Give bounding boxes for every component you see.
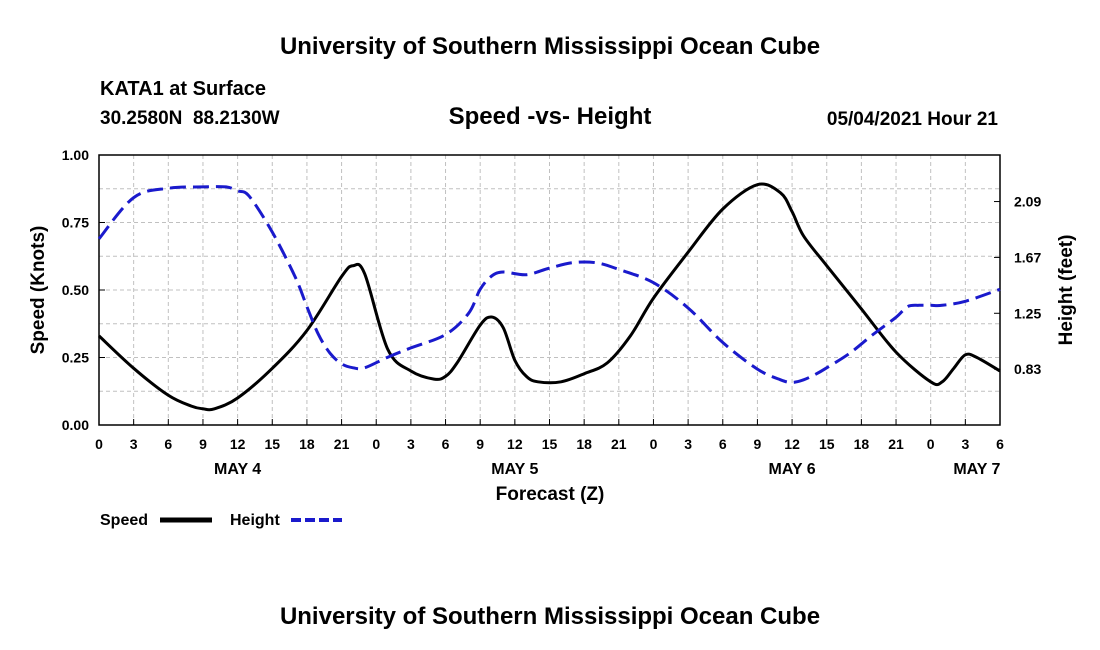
x-tick-label: 21 [611, 436, 627, 452]
speed-series-line [97, 182, 1001, 412]
x-tick-label: 0 [95, 436, 103, 452]
x-tick-label: 0 [650, 436, 658, 452]
y-right-tick-label: 1.25 [1014, 305, 1041, 321]
x-tick-label: 12 [507, 436, 523, 452]
x-tick-label: 18 [576, 436, 592, 452]
x-tick-label: 3 [961, 436, 969, 452]
x-tick-label: 21 [334, 436, 350, 452]
x-tick-label: 21 [888, 436, 904, 452]
x-tick-label: 3 [407, 436, 415, 452]
x-tick-label: 3 [130, 436, 138, 452]
y-left-tick-label: 0.75 [62, 215, 89, 231]
y-left-axis-title: Speed (Knots) [28, 226, 49, 355]
x-tick-label: 9 [754, 436, 762, 452]
x-tick-label: 0 [372, 436, 380, 452]
station-label: KATA1 at Surface [100, 78, 266, 100]
y-right-tick-label: 0.83 [1014, 361, 1041, 377]
y-left-tick-label: 0.00 [62, 417, 89, 433]
x-tick-label: 3 [684, 436, 692, 452]
x-tick-label: 6 [164, 436, 172, 452]
y-right-axis-title: Height (feet) [1056, 235, 1077, 346]
x-tick-label: 15 [542, 436, 558, 452]
y-right-tick-label: 1.67 [1014, 249, 1041, 265]
day-label: MAY 5 [491, 461, 538, 478]
chart-title: Speed -vs- Height [449, 103, 652, 130]
legend-speed-label: Speed [100, 512, 148, 529]
x-tick-label: 12 [784, 436, 800, 452]
day-label: MAY 4 [214, 461, 261, 478]
x-tick-label: 6 [442, 436, 450, 452]
x-tick-label: 0 [927, 436, 935, 452]
legend-height-label: Height [230, 512, 280, 529]
height-series-line [97, 185, 1001, 384]
x-tick-label: 15 [819, 436, 835, 452]
y-right-tick-label: 2.09 [1014, 194, 1041, 210]
x-axis-title: Forecast (Z) [496, 484, 605, 505]
coords-label: 30.2580N 88.2130W [100, 108, 280, 129]
day-label: MAY 7 [953, 461, 1000, 478]
top-title: University of Southern Mississippi Ocean… [280, 33, 820, 60]
x-tick-label: 6 [996, 436, 1004, 452]
x-tick-label: 18 [299, 436, 315, 452]
y-left-tick-label: 0.25 [62, 350, 89, 366]
grid [99, 155, 1000, 425]
axis-ticks: 0 3 6 9 12 15 18 21 0 3 6 9 12 15 18 21 0 3 6 9 12 15 18 21 0 3 6 0… [62, 147, 1042, 478]
x-tick-label: 12 [230, 436, 246, 452]
x-tick-label: 15 [264, 436, 280, 452]
y-left-tick-label: 0.50 [62, 282, 89, 298]
x-tick-label: 9 [199, 436, 207, 452]
y-left-tick-label: 1.00 [62, 147, 89, 163]
day-label: MAY 6 [769, 461, 816, 478]
x-tick-label: 9 [476, 436, 484, 452]
x-tick-label: 6 [719, 436, 727, 452]
series-group [97, 182, 1001, 412]
legend: Speed Height [100, 512, 342, 529]
bottom-title: University of Southern Mississippi Ocean… [280, 603, 820, 630]
datetime-label: 05/04/2021 Hour 21 [827, 109, 999, 130]
x-tick-label: 18 [854, 436, 870, 452]
